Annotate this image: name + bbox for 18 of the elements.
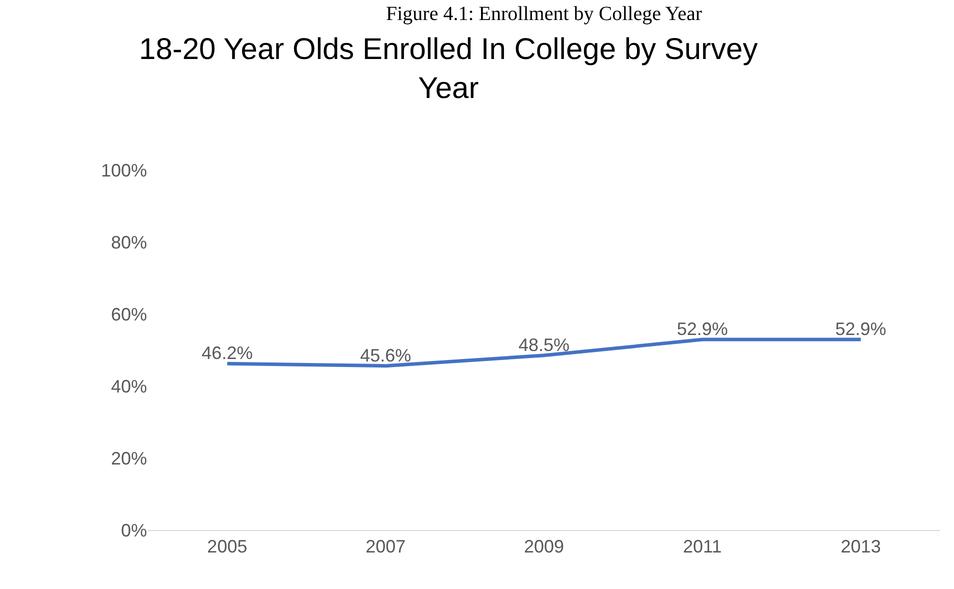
x-tick-label: 2013: [840, 536, 881, 557]
x-tick-label: 2005: [207, 536, 248, 557]
y-tick-label: 20%: [110, 448, 147, 468]
data-label: 52.9%: [835, 319, 886, 340]
data-label: 48.5%: [518, 334, 570, 355]
chart-title: 18-20 Year Olds Enrolled In College by Survey Year: [139, 32, 758, 105]
x-tick-label: 2007: [366, 536, 406, 557]
y-tick-label: 80%: [110, 232, 147, 252]
caption: Figure 4.1: Enrollment by College Year: [386, 3, 702, 25]
y-tick-label: 100%: [100, 160, 147, 180]
data-label: 45.6%: [360, 345, 412, 366]
y-tick-label: 60%: [110, 304, 147, 324]
y-tick-label: 40%: [110, 376, 147, 396]
x-tick-label: 2011: [683, 536, 722, 557]
data-label: 52.9%: [676, 319, 728, 340]
y-tick-label: 0%: [120, 520, 147, 540]
x-tick-label: 2009: [524, 536, 564, 557]
data-label: 46.2%: [202, 343, 253, 364]
